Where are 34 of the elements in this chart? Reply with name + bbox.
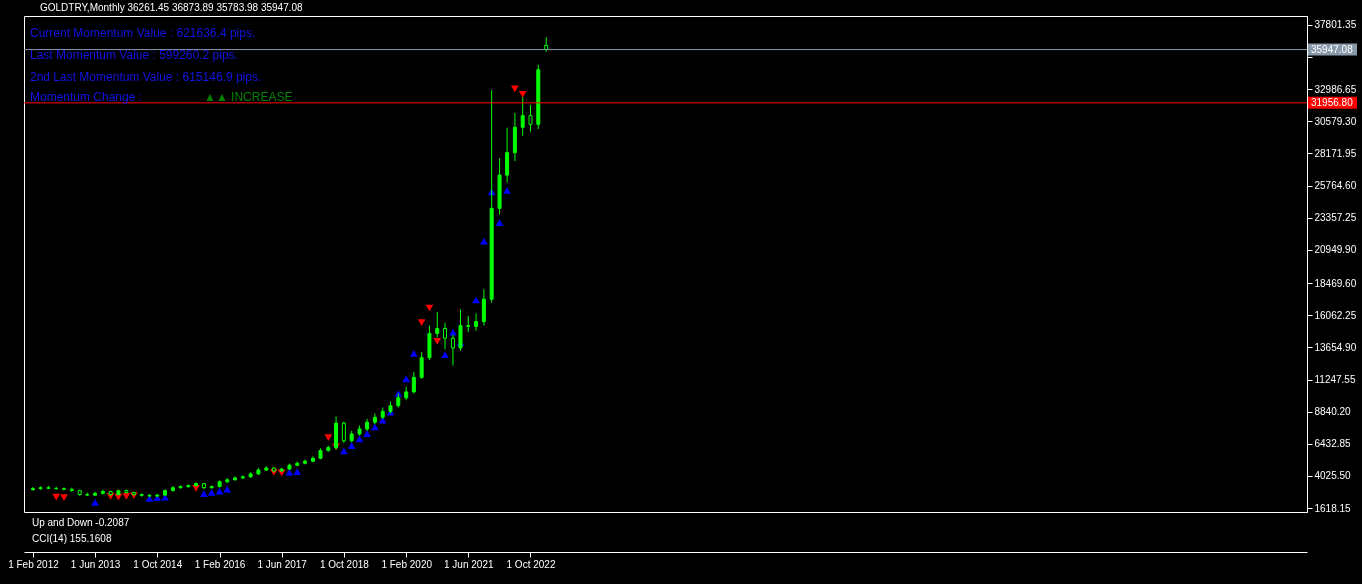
y-tick-label: 13654.90: [1314, 341, 1357, 353]
y-tick-label: 1618.15: [1314, 502, 1352, 514]
x-tick-label: 1 Jun 2021: [444, 558, 494, 570]
ref-line-label: 31956.80: [1311, 96, 1354, 108]
annotation: ▲▲ INCREASE: [204, 90, 293, 104]
y-tick-label: 23357.25: [1314, 212, 1357, 224]
y-tick-label: 4025.50: [1314, 470, 1352, 482]
y-tick-label: 11247.55: [1314, 374, 1356, 386]
x-tick-label: 1 Feb 2016: [194, 558, 246, 570]
x-tick-label: 1 Feb 2020: [381, 558, 433, 570]
y-tick-label: 32986.65: [1314, 83, 1357, 95]
text: Up and Down -0.2087: [32, 517, 130, 528]
y-tick-label: 18469.60: [1314, 277, 1357, 289]
text: CCI(14) 155.1608: [32, 533, 112, 544]
y-tick-label: 25764.60: [1314, 180, 1357, 192]
annotation: Last Momentum Value : 599260.2 pips.: [30, 48, 238, 62]
y-tick-label: 28171.95: [1314, 147, 1357, 159]
x-tick-label: 1 Oct 2022: [506, 558, 556, 570]
x-tick-label: 1 Jun 2013: [70, 558, 121, 570]
y-tick-label: 20949.90: [1314, 244, 1357, 256]
annotation: Current Momentum Value : 621636.4 pips.: [30, 26, 256, 40]
x-tick-label: 1 Feb 2012: [8, 558, 60, 570]
y-tick-label: 37801.35: [1314, 19, 1357, 31]
chart-title: GOLDTRY,Monthly 36261.45 36873.89 35783.98 35947.08: [40, 2, 304, 13]
x-tick-label: 1 Oct 2014: [133, 558, 183, 570]
x-tick-label: 1 Jun 2017: [257, 558, 308, 570]
y-tick-label: 6432.85: [1314, 438, 1352, 450]
ref-line-label: 35947.08: [1311, 43, 1354, 55]
x-tick-label: 1 Oct 2018: [319, 558, 370, 570]
y-tick-label: 16062.25: [1314, 309, 1357, 321]
y-tick-label: 8840.20: [1314, 406, 1352, 418]
annotation: Momentum Change :: [30, 90, 143, 104]
y-tick-label: 30579.30: [1314, 115, 1357, 127]
annotation: 2nd Last Momentum Value : 615146.9 pips.: [30, 70, 262, 84]
